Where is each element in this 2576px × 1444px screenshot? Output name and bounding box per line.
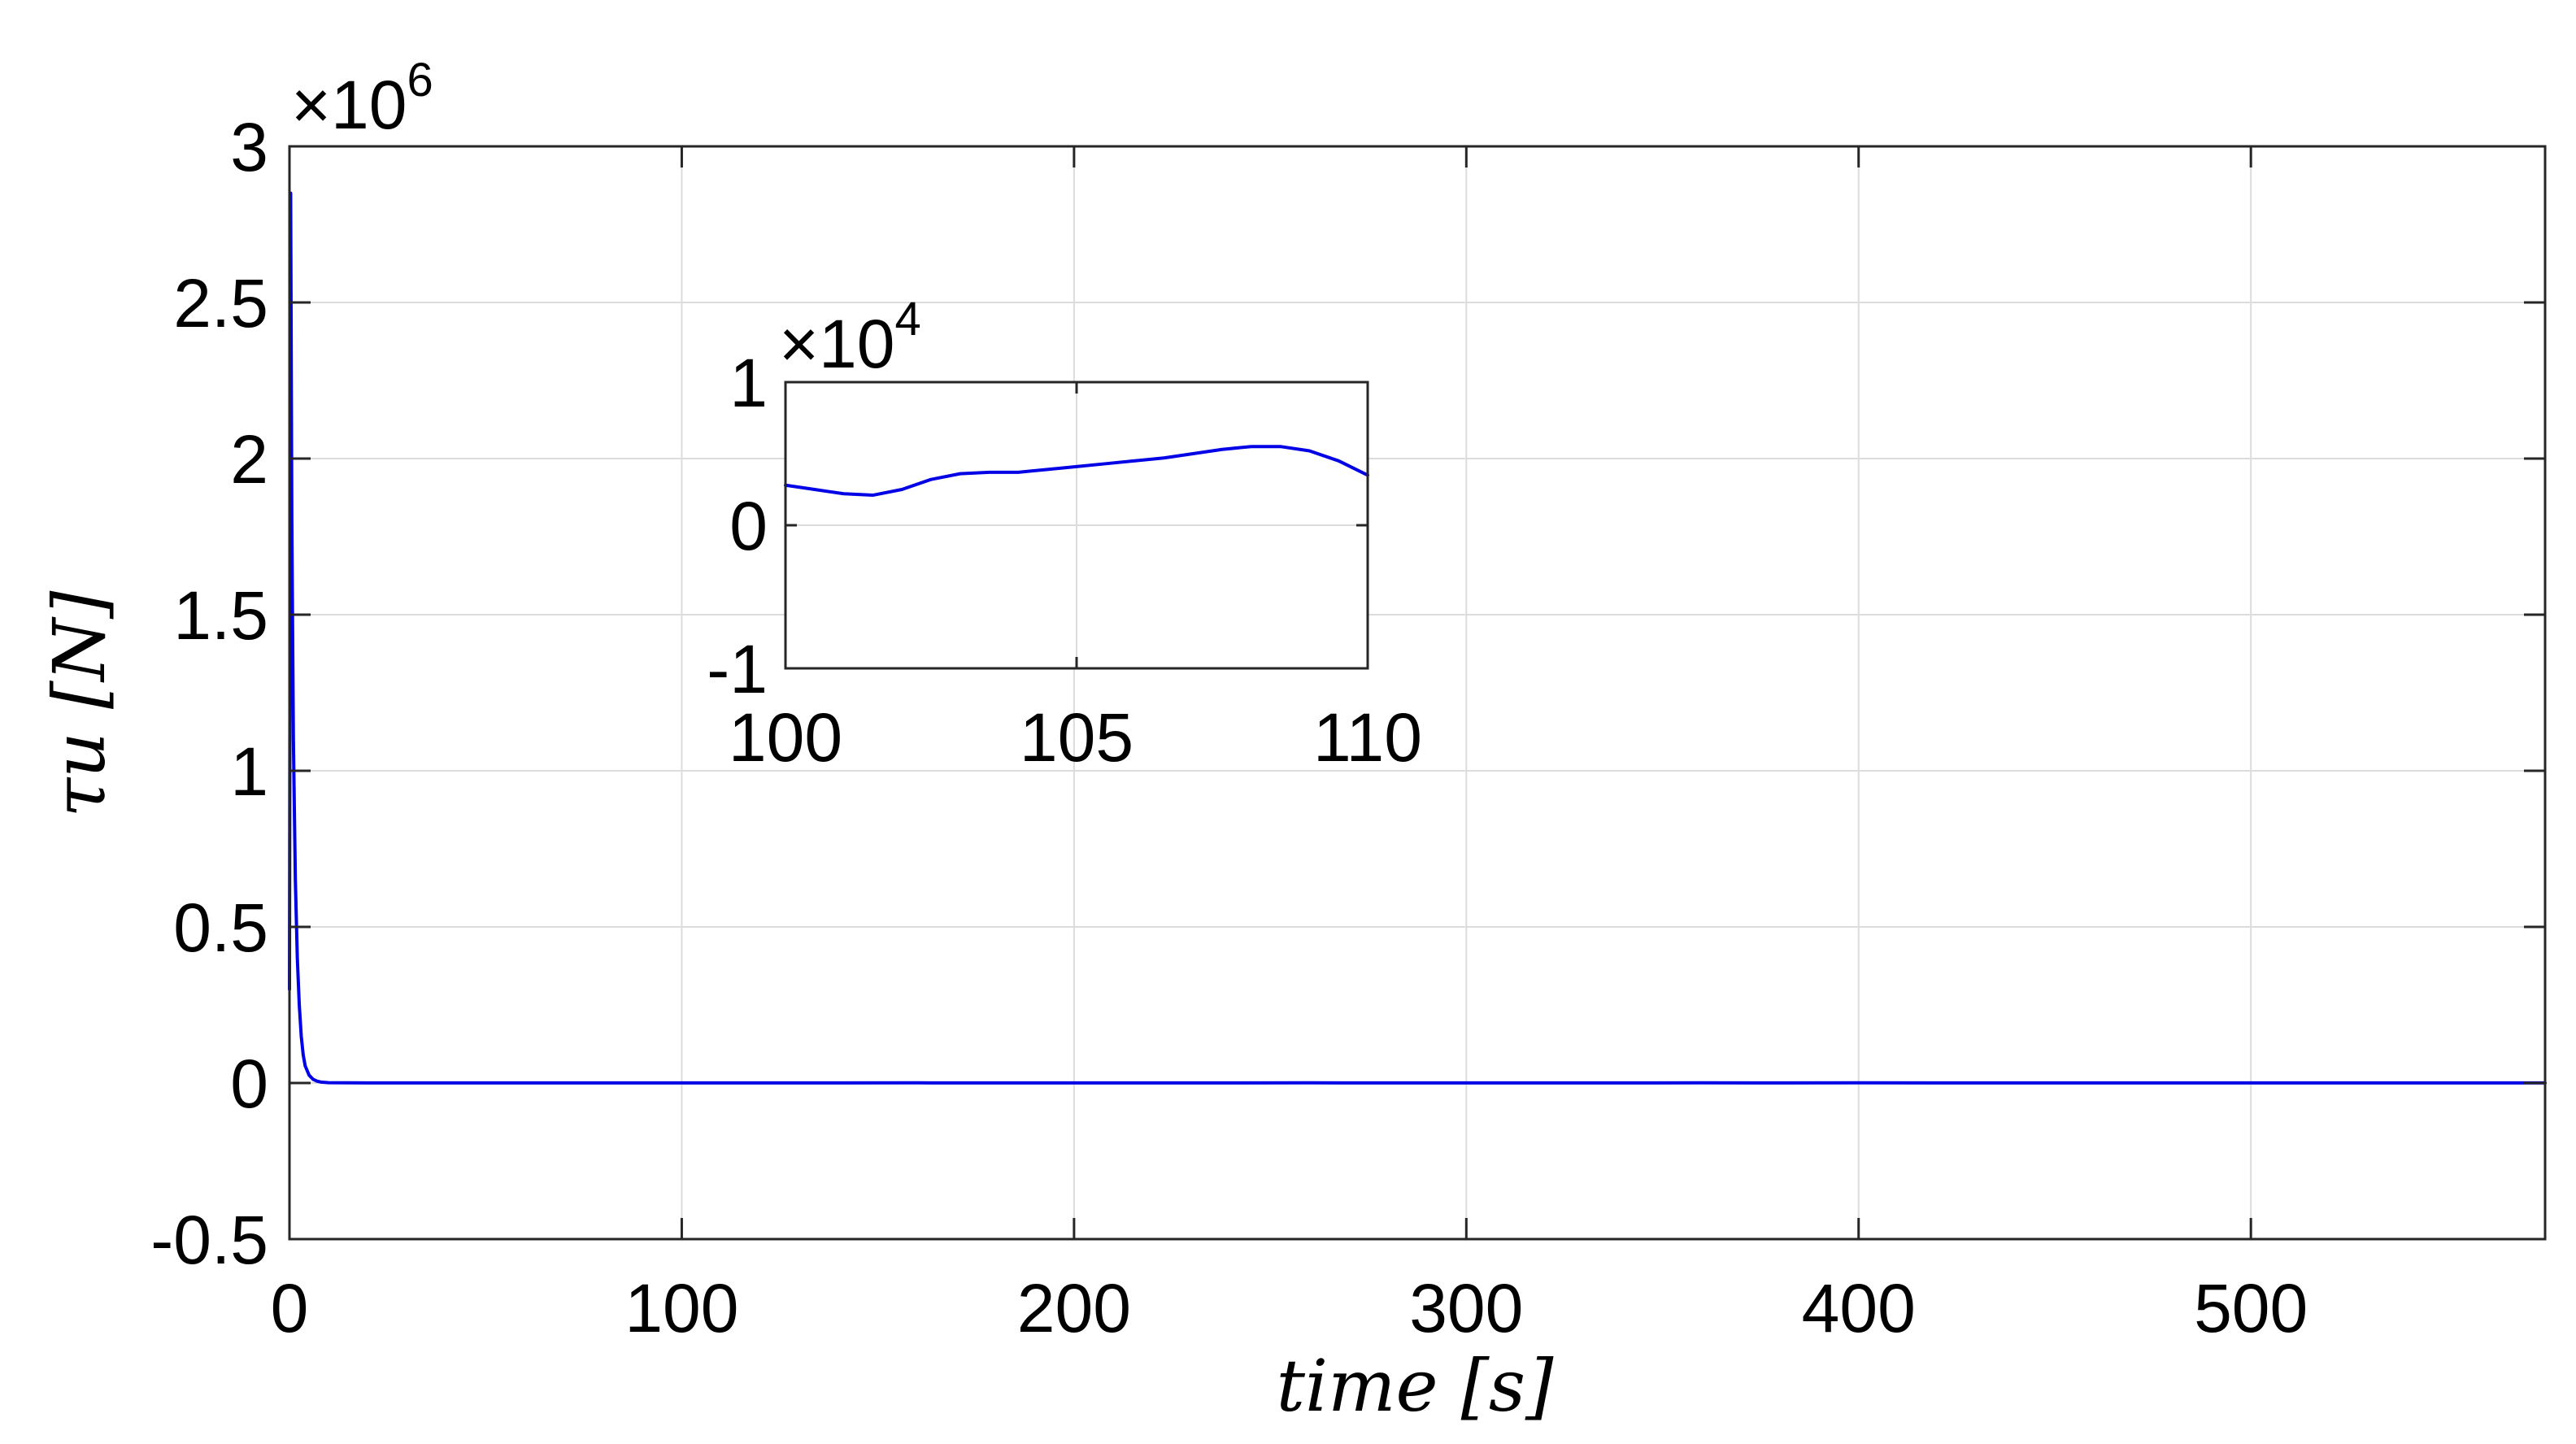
inset-ytick-label: -1 bbox=[707, 631, 768, 707]
inset-ytick-label: 1 bbox=[729, 345, 768, 421]
inset-tick-labels: 100 105 110 -1 0 1 bbox=[707, 345, 1422, 776]
main-tick-labels: 0 100 200 300 400 500-0.500.511.522.53 bbox=[150, 109, 2308, 1346]
main-ytick-label: 0.5 bbox=[173, 889, 268, 966]
main-series-line bbox=[288, 191, 2547, 1085]
inset-y-exponent-base: ×10 bbox=[779, 306, 895, 382]
main-xtick-label: 500 bbox=[2194, 1270, 2308, 1346]
main-y-exponent-power: 6 bbox=[407, 54, 433, 107]
main-ytick-label: -0.5 bbox=[150, 1202, 268, 1278]
main-series-layer bbox=[288, 191, 2547, 1085]
main-xtick-label: 400 bbox=[1802, 1270, 1916, 1346]
main-ytick-label: 2.5 bbox=[173, 265, 268, 341]
main-ytick-label: 3 bbox=[230, 109, 268, 185]
main-y-exponent: ×106 bbox=[291, 54, 433, 143]
inset-xtick-label: 105 bbox=[1020, 699, 1134, 776]
inset-y-exponent-power: 4 bbox=[895, 293, 921, 346]
inset-series-line bbox=[784, 445, 1369, 498]
inset-y-exponent: ×104 bbox=[779, 293, 921, 382]
main-ytick-label: 2 bbox=[230, 421, 268, 498]
main-ytick-label: 1.5 bbox=[173, 577, 268, 654]
main-xtick-label: 300 bbox=[1409, 1270, 1523, 1346]
main-xtick-label: 0 bbox=[271, 1270, 309, 1346]
inset-series-layer bbox=[784, 445, 1369, 498]
inset-grid bbox=[785, 382, 1368, 668]
inset-xtick-label: 110 bbox=[1313, 699, 1422, 776]
main-axes-frame bbox=[288, 145, 2547, 1241]
main-grid bbox=[289, 146, 2545, 1239]
main-ytick-label: 0 bbox=[230, 1046, 268, 1122]
inset-axes-frame bbox=[784, 381, 1369, 670]
x-axis-label: time [s] bbox=[1277, 1344, 1554, 1428]
inset-xtick-label: 100 bbox=[729, 699, 842, 776]
main-axes-box bbox=[288, 145, 2547, 1241]
inset-ytick-label: 0 bbox=[729, 488, 768, 564]
y-axis-label: τu [N] bbox=[37, 590, 121, 818]
main-y-exponent-base: ×10 bbox=[291, 67, 407, 143]
main-ytick-label: 1 bbox=[230, 733, 268, 810]
main-xtick-label: 200 bbox=[1017, 1270, 1131, 1346]
main-xtick-label: 100 bbox=[624, 1270, 738, 1346]
